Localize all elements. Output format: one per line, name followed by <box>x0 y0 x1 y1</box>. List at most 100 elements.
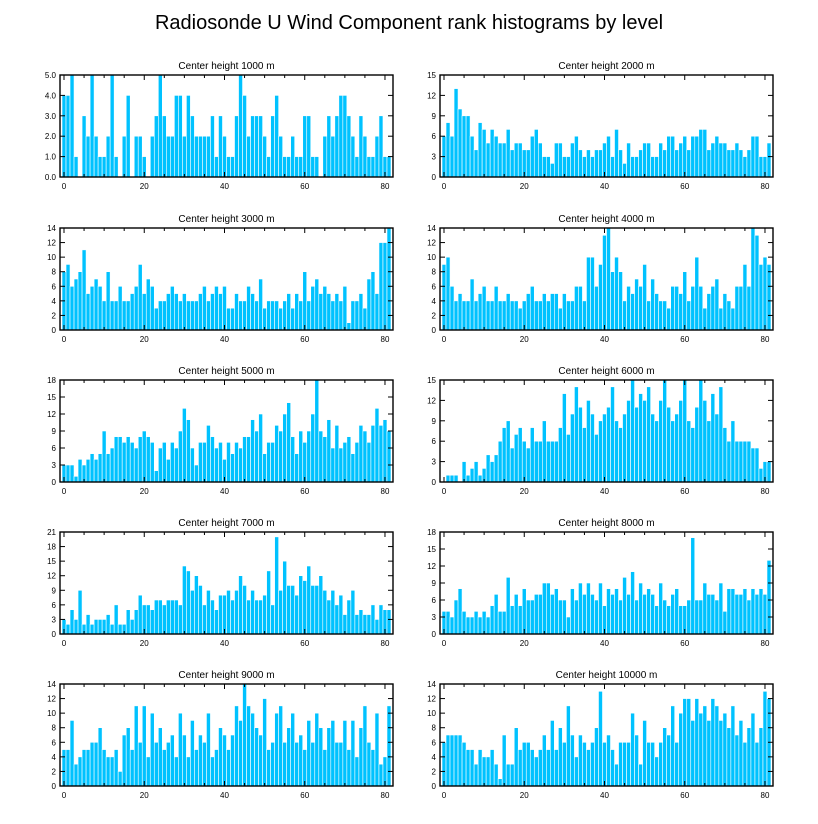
bar <box>634 278 639 331</box>
bar <box>706 420 712 483</box>
bar <box>493 454 499 483</box>
bar <box>310 741 316 787</box>
bar <box>686 599 692 635</box>
panel-2: Center height 2000 m 0 3 6 9 12 15 0 20 40 60 80 <box>427 61 774 191</box>
bar <box>105 453 111 483</box>
bar <box>338 95 344 178</box>
bar <box>622 413 627 483</box>
y-tick-label: 9 <box>432 579 437 588</box>
bar <box>558 599 563 635</box>
bar <box>65 95 71 178</box>
bar <box>602 413 607 483</box>
bar <box>182 293 187 331</box>
bar <box>762 256 768 331</box>
bar <box>582 300 587 331</box>
x-tick-label: 0 <box>442 182 447 191</box>
bar <box>590 413 595 483</box>
x-tick-label: 20 <box>140 335 149 344</box>
figure-title: Radiosonde U Wind Component rank histogr… <box>155 12 663 34</box>
bar <box>614 420 619 483</box>
bar <box>145 436 151 483</box>
bar <box>554 440 559 483</box>
bar <box>453 734 459 787</box>
bar <box>362 705 368 787</box>
bar <box>662 727 667 787</box>
bar <box>469 749 475 787</box>
bar <box>586 582 591 635</box>
bar <box>242 436 247 483</box>
panel-5: Center height 5000 m 0 3 6 9 12 15 18 0 20 40 60 80 <box>47 366 394 496</box>
bar <box>550 163 555 178</box>
bar <box>85 614 91 635</box>
panel-title: Center height 4000 m <box>558 214 654 225</box>
bar <box>133 447 139 483</box>
bar <box>698 285 704 331</box>
bar <box>610 749 615 787</box>
x-tick-label: 0 <box>62 335 67 344</box>
y-tick-label: 2 <box>52 767 57 776</box>
y-tick-label: 9 <box>52 586 57 595</box>
bar <box>513 727 519 787</box>
bar <box>109 756 115 787</box>
bar <box>614 129 619 178</box>
bar <box>166 459 171 483</box>
bar <box>594 434 599 483</box>
bar <box>73 278 79 331</box>
bar <box>158 447 163 483</box>
x-tick-label: 40 <box>220 487 229 496</box>
x-tick-label: 60 <box>680 487 689 496</box>
bar <box>654 605 659 635</box>
bar <box>186 95 191 178</box>
bar <box>137 264 143 331</box>
x-tick-label: 80 <box>381 487 390 496</box>
bar <box>465 300 471 331</box>
bar <box>722 142 728 178</box>
bar <box>610 271 615 331</box>
bar <box>318 727 324 787</box>
bar <box>441 741 447 787</box>
bar <box>481 129 487 178</box>
y-tick-label: 15 <box>427 71 436 80</box>
bar <box>202 604 207 635</box>
bar <box>246 599 251 635</box>
bar <box>654 756 659 787</box>
bar <box>242 585 247 635</box>
bar <box>546 582 551 635</box>
bar <box>85 135 91 178</box>
bar <box>598 582 603 635</box>
bar <box>449 734 455 787</box>
bar <box>222 285 227 331</box>
bar <box>614 256 619 331</box>
bar <box>722 293 728 331</box>
bar <box>346 599 352 635</box>
bar <box>61 749 67 787</box>
bar <box>117 285 123 331</box>
y-tick-label: 6 <box>432 596 437 605</box>
bar <box>465 616 471 635</box>
bar <box>218 727 223 787</box>
bar <box>334 293 340 331</box>
bar <box>190 300 195 331</box>
bar <box>109 623 115 635</box>
bar <box>69 720 75 787</box>
bar <box>546 300 551 331</box>
bar <box>550 293 555 331</box>
bar <box>758 468 764 483</box>
x-tick-label: 60 <box>300 791 309 800</box>
bar <box>554 293 559 331</box>
bar <box>141 705 147 787</box>
bar <box>682 698 688 787</box>
bar <box>505 577 511 635</box>
bar <box>330 720 336 787</box>
bar <box>358 425 364 483</box>
bar <box>354 442 360 483</box>
bar <box>65 264 71 331</box>
bar <box>461 741 467 787</box>
plot-frame <box>59 227 394 331</box>
x-tick-label: 40 <box>600 639 609 648</box>
bar <box>234 293 239 331</box>
bar <box>338 447 344 483</box>
bar <box>598 149 603 178</box>
y-tick-label: 6 <box>432 738 437 747</box>
y-tick-label: 0 <box>52 630 57 639</box>
